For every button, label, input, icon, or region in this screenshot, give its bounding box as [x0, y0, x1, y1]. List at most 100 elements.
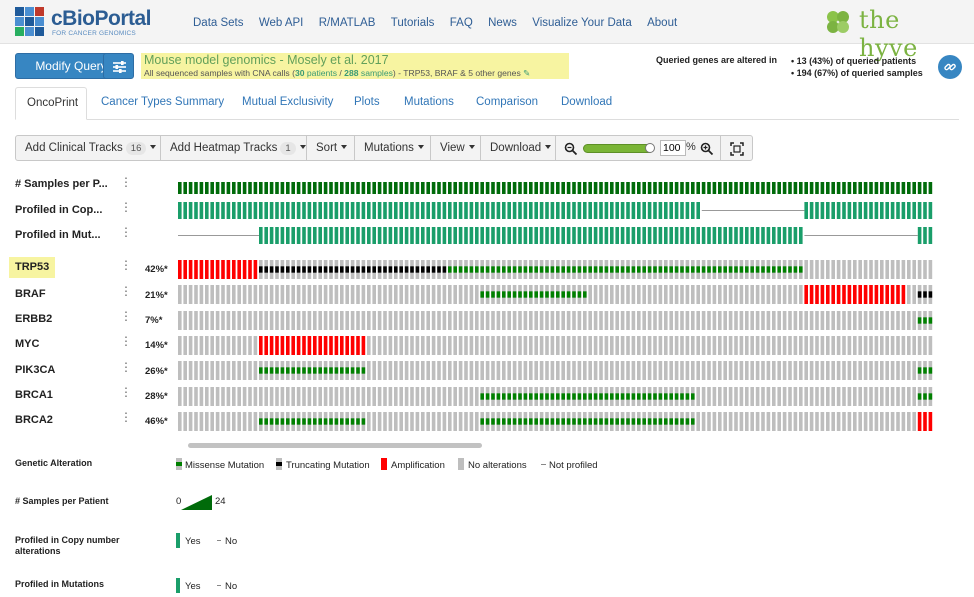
sample-cell[interactable] [458, 361, 463, 380]
profiled-cna-cell[interactable] [847, 202, 852, 219]
missense-mark[interactable] [917, 367, 922, 374]
sample-cell[interactable] [361, 387, 366, 406]
missense-mark[interactable] [345, 418, 349, 425]
sample-cell[interactable] [831, 361, 835, 380]
sample-cell[interactable] [469, 311, 474, 330]
samples-per-patient-bar[interactable] [194, 182, 198, 194]
profiled-cna-cell[interactable] [313, 202, 317, 219]
samples-per-patient-bar[interactable] [215, 182, 220, 194]
missense-mark[interactable] [642, 266, 646, 273]
profiled-mutation-cell[interactable] [383, 227, 387, 244]
profiled-cna-cell[interactable] [874, 202, 879, 219]
profiled-cna-cell[interactable] [237, 202, 241, 219]
missense-mark[interactable] [615, 393, 619, 400]
missense-mark[interactable] [577, 418, 582, 425]
sample-cell[interactable] [280, 311, 285, 330]
sample-cell[interactable] [701, 387, 706, 406]
samples-per-patient-bar[interactable] [453, 182, 457, 194]
samples-per-patient-bar[interactable] [232, 182, 236, 194]
missense-mark[interactable] [545, 266, 549, 273]
sample-cell[interactable] [707, 412, 711, 431]
profiled-mutation-cell[interactable] [739, 227, 744, 244]
missense-mark[interactable] [507, 418, 511, 425]
samples-per-patient-bar[interactable] [545, 182, 549, 194]
sample-cell[interactable] [215, 361, 220, 380]
amplification-cell[interactable] [183, 260, 187, 279]
samples-per-patient-bar[interactable] [842, 182, 846, 194]
sample-cell[interactable] [788, 412, 792, 431]
missense-mark[interactable] [334, 367, 339, 374]
profiled-cna-cell[interactable] [928, 202, 933, 219]
sample-cell[interactable] [620, 336, 625, 355]
sample-cell[interactable] [529, 336, 533, 355]
sample-cell[interactable] [907, 311, 911, 330]
sample-cell[interactable] [815, 311, 819, 330]
sample-cell[interactable] [588, 361, 592, 380]
profiled-cna-cell[interactable] [415, 202, 420, 219]
sample-cell[interactable] [842, 260, 846, 279]
truncating-mark[interactable] [442, 266, 447, 273]
profiled-mutation-cell[interactable] [604, 227, 609, 244]
missense-mark[interactable] [707, 266, 711, 273]
sample-cell[interactable] [804, 412, 808, 431]
sample-cell[interactable] [863, 260, 868, 279]
sample-cell[interactable] [442, 285, 447, 304]
truncating-mark[interactable] [923, 291, 927, 298]
samples-per-patient-bar[interactable] [372, 182, 376, 194]
sample-cell[interactable] [750, 336, 754, 355]
amplification-cell[interactable] [178, 260, 182, 279]
sample-cell[interactable] [453, 311, 457, 330]
sample-cell[interactable] [874, 387, 879, 406]
amplification-cell[interactable] [323, 336, 328, 355]
sample-cell[interactable] [464, 311, 468, 330]
sample-cell[interactable] [890, 361, 895, 380]
samples-per-patient-bar[interactable] [491, 182, 495, 194]
samples-per-patient-bar[interactable] [588, 182, 592, 194]
sample-cell[interactable] [556, 311, 560, 330]
samples-per-patient-bar[interactable] [329, 182, 333, 194]
sample-cell[interactable] [394, 387, 398, 406]
settings-button[interactable] [103, 53, 134, 79]
missense-mark[interactable] [593, 418, 598, 425]
truncating-mark[interactable] [340, 266, 344, 273]
sample-cell[interactable] [313, 285, 317, 304]
samples-per-patient-bar[interactable] [896, 182, 900, 194]
sample-cell[interactable] [610, 336, 614, 355]
sample-cell[interactable] [410, 412, 414, 431]
sample-cell[interactable] [356, 285, 360, 304]
missense-mark[interactable] [674, 418, 679, 425]
profiled-mutation-cell[interactable] [572, 227, 576, 244]
sample-cell[interactable] [502, 336, 506, 355]
sample-cell[interactable] [253, 387, 258, 406]
missense-mark[interactable] [512, 393, 517, 400]
missense-mark[interactable] [269, 418, 274, 425]
sample-cell[interactable] [280, 285, 285, 304]
missense-mark[interactable] [583, 418, 587, 425]
missense-mark[interactable] [674, 393, 679, 400]
sample-cell[interactable] [226, 387, 231, 406]
sample-cell[interactable] [907, 260, 911, 279]
missense-mark[interactable] [523, 393, 528, 400]
sample-cell[interactable] [680, 336, 684, 355]
amplification-cell[interactable] [291, 336, 295, 355]
sample-cell[interactable] [901, 311, 906, 330]
sample-cell[interactable] [178, 285, 182, 304]
profiled-mutation-cell[interactable] [620, 227, 625, 244]
missense-mark[interactable] [664, 418, 668, 425]
sample-cell[interactable] [372, 336, 376, 355]
missense-mark[interactable] [583, 393, 587, 400]
sample-cell[interactable] [788, 311, 792, 330]
sample-cell[interactable] [388, 412, 393, 431]
sample-cell[interactable] [215, 412, 220, 431]
sample-cell[interactable] [529, 311, 533, 330]
sample-cell[interactable] [458, 412, 463, 431]
missense-mark[interactable] [345, 367, 349, 374]
sample-cell[interactable] [469, 387, 474, 406]
profiled-cna-cell[interactable] [437, 202, 441, 219]
profiled-cna-cell[interactable] [442, 202, 447, 219]
samples-per-patient-bar[interactable] [529, 182, 533, 194]
profiled-cna-cell[interactable] [815, 202, 819, 219]
profiled-cna-cell[interactable] [431, 202, 436, 219]
truncating-mark[interactable] [394, 266, 398, 273]
amplification-cell[interactable] [356, 336, 360, 355]
